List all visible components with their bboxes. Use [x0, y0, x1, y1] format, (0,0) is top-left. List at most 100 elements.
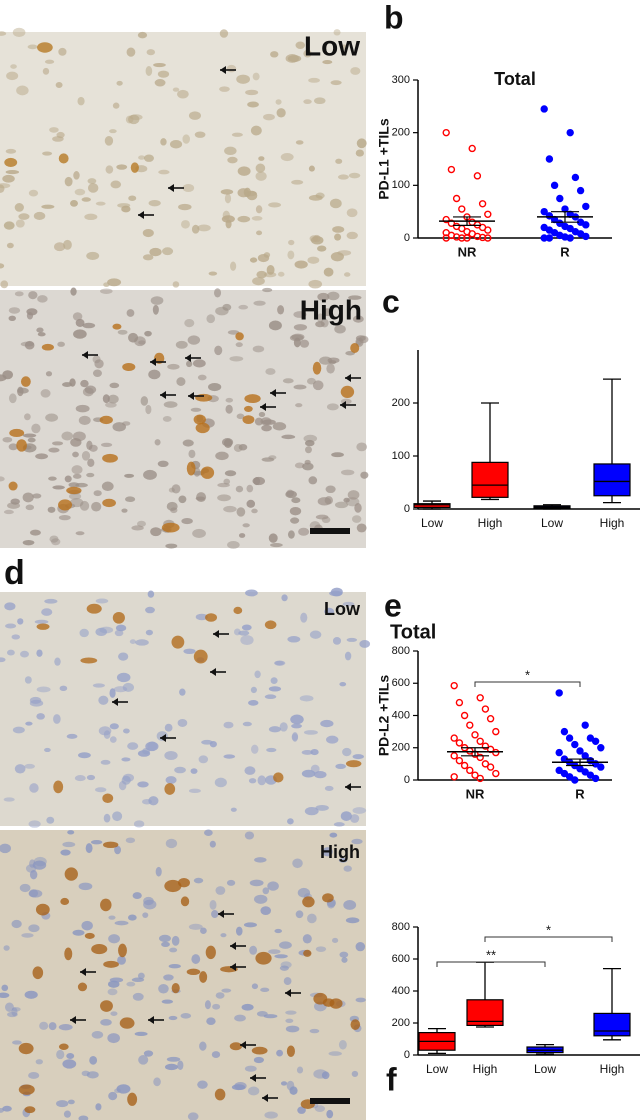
cell-nucleus	[300, 612, 308, 623]
data-point	[447, 219, 456, 227]
cell-nucleus	[314, 97, 326, 105]
cell-nucleus	[34, 619, 49, 624]
cell-nucleus	[288, 239, 295, 246]
cell-nucleus	[289, 506, 302, 516]
significance-bracket	[436, 961, 546, 967]
cell-nucleus	[287, 636, 301, 643]
cell-nucleus	[148, 369, 161, 380]
data-point	[481, 742, 490, 750]
cell-nucleus	[27, 44, 38, 50]
cell-nucleus	[98, 695, 109, 705]
cell-nucleus	[251, 744, 259, 754]
cell-nucleus	[211, 1051, 221, 1058]
data-point	[486, 715, 495, 723]
cell-nucleus	[302, 934, 312, 944]
cell-nucleus	[192, 528, 206, 538]
data-point	[591, 737, 600, 745]
x-tick-label: Low	[426, 1062, 448, 1076]
micrograph	[0, 830, 366, 1120]
cell-nucleus	[37, 332, 46, 337]
cell-nucleus	[113, 686, 128, 693]
cell-nucleus	[86, 1071, 99, 1079]
arrow-head	[80, 968, 86, 976]
panel-label: f	[386, 1061, 397, 1097]
cell-nucleus	[215, 451, 229, 461]
cell-nucleus	[225, 397, 234, 403]
cell-nucleus	[5, 1002, 14, 1012]
cell-nucleus	[2, 436, 13, 443]
cell-nucleus	[303, 434, 318, 443]
cell-nucleus	[307, 913, 317, 924]
data-point	[458, 205, 466, 213]
cell-nucleus	[16, 85, 29, 96]
arrow-head	[148, 1016, 154, 1024]
cell-nucleus	[326, 1109, 334, 1119]
cell-nucleus	[188, 111, 201, 120]
arrow-head	[340, 401, 346, 409]
cell-nucleus	[55, 82, 63, 89]
stained-cell	[186, 461, 196, 476]
cell-nucleus	[167, 363, 180, 370]
cell-nucleus	[295, 140, 304, 145]
cell-nucleus	[64, 176, 73, 187]
cell-nucleus	[320, 719, 334, 728]
cell-nucleus	[75, 318, 85, 327]
cell-nucleus	[87, 183, 99, 193]
stained-cell	[58, 1043, 69, 1050]
cell-nucleus	[206, 314, 216, 324]
cell-nucleus	[340, 398, 352, 405]
cell-nucleus	[48, 1022, 57, 1031]
cell-nucleus	[354, 503, 362, 513]
cell-nucleus	[24, 676, 32, 684]
x-tick-label: High	[478, 516, 503, 530]
cell-nucleus	[254, 417, 264, 426]
cell-nucleus	[233, 444, 243, 452]
cell-nucleus	[230, 261, 237, 271]
cell-nucleus	[181, 220, 190, 229]
stained-cell	[102, 793, 114, 804]
cell-nucleus	[264, 694, 277, 700]
cell-nucleus	[356, 138, 367, 149]
data-point	[476, 753, 484, 762]
cell-nucleus	[1, 984, 9, 992]
cell-nucleus	[312, 234, 321, 243]
cell-nucleus	[137, 31, 148, 39]
stained-cell	[66, 486, 82, 495]
box	[593, 1012, 631, 1037]
data-point	[484, 234, 492, 242]
cell-nucleus	[315, 804, 329, 811]
cell-nucleus	[58, 47, 67, 56]
data-point	[566, 224, 574, 233]
cell-nucleus	[235, 485, 244, 493]
cell-nucleus	[137, 781, 149, 788]
cell-nucleus	[329, 832, 338, 838]
cell-nucleus	[107, 278, 122, 287]
chart-title: Total	[494, 69, 536, 89]
arrow-head	[260, 403, 266, 411]
cell-nucleus	[200, 927, 207, 934]
cell-nucleus	[17, 618, 24, 625]
cell-nucleus	[293, 311, 307, 318]
cell-nucleus	[287, 530, 295, 539]
cell-nucleus	[178, 495, 187, 504]
cell-nucleus	[114, 845, 122, 855]
cell-nucleus	[313, 771, 327, 779]
cell-nucleus	[95, 627, 108, 637]
cell-nucleus	[211, 910, 219, 918]
cell-nucleus	[309, 1028, 320, 1034]
cell-nucleus	[238, 304, 249, 310]
cell-nucleus	[217, 482, 230, 488]
cell-nucleus	[197, 224, 211, 232]
cell-nucleus	[25, 721, 33, 726]
cell-nucleus	[332, 637, 342, 645]
stained-cell	[322, 893, 334, 903]
cell-nucleus	[145, 606, 155, 614]
cell-nucleus	[231, 1084, 246, 1091]
cell-nucleus	[242, 523, 250, 528]
stained-cell	[35, 903, 50, 916]
cell-nucleus	[329, 198, 342, 209]
cell-nucleus	[5, 170, 20, 175]
cell-nucleus	[343, 497, 350, 503]
cell-nucleus	[244, 831, 255, 840]
cell-nucleus	[100, 288, 113, 294]
